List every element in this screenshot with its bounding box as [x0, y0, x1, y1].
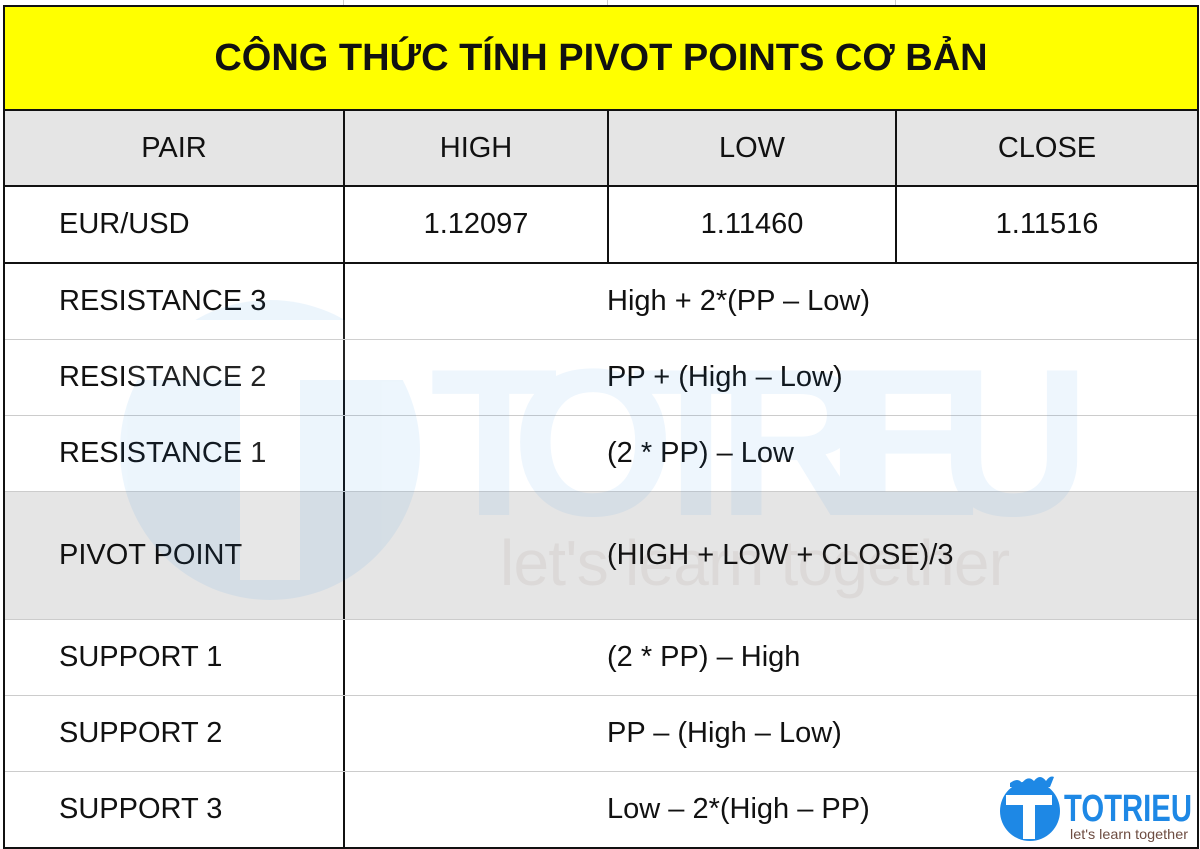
table-row: RESISTANCE 3 High + 2*(PP – Low) [5, 264, 1197, 340]
low-cell: 1.11460 [609, 187, 897, 262]
header-row: PAIR HIGH LOW CLOSE [5, 111, 1197, 187]
row-label: SUPPORT 1 [5, 620, 345, 695]
header-pair: PAIR [5, 111, 345, 185]
data-row: EUR/USD 1.12097 1.11460 1.11516 [5, 187, 1197, 264]
row-formula: PP + (High – Low) [607, 361, 843, 393]
row-label: SUPPORT 3 [5, 772, 345, 847]
table-row: RESISTANCE 2 PP + (High – Low) [5, 340, 1197, 416]
header-low: LOW [609, 111, 897, 185]
row-label: RESISTANCE 2 [5, 340, 345, 415]
svg-text:TOTRIEU: TOTRIEU [1064, 788, 1192, 830]
row-formula: Low – 2*(High – PP) [607, 793, 870, 825]
table-row: SUPPORT 2 PP – (High – Low) [5, 696, 1197, 772]
close-cell: 1.11516 [995, 208, 1099, 240]
header-high: HIGH [345, 111, 609, 185]
row-formula: (2 * PP) – Low [607, 437, 794, 469]
row-formula: (HIGH + LOW + CLOSE)/3 [607, 539, 954, 571]
svg-text:let's learn together: let's learn together [1070, 826, 1188, 842]
row-formula: (2 * PP) – High [607, 641, 801, 673]
top-gridlines [0, 0, 1200, 5]
table-row-pivot: PIVOT POINT (HIGH + LOW + CLOSE)/3 [5, 492, 1197, 620]
row-label: PIVOT POINT [5, 492, 345, 619]
row-formula: PP – (High – Low) [607, 717, 842, 749]
row-label: RESISTANCE 3 [5, 264, 345, 339]
table-row: SUPPORT 1 (2 * PP) – High [5, 620, 1197, 696]
table-row: RESISTANCE 1 (2 * PP) – Low [5, 416, 1197, 492]
row-label: SUPPORT 2 [5, 696, 345, 771]
table-title: CÔNG THỨC TÍNH PIVOT POINTS CƠ BẢN [5, 7, 1197, 111]
header-close: CLOSE [997, 131, 1097, 164]
pivot-table: CÔNG THỨC TÍNH PIVOT POINTS CƠ BẢN PAIR … [3, 5, 1199, 849]
high-cell: 1.12097 [345, 187, 609, 262]
pair-cell: EUR/USD [5, 187, 345, 262]
table-row: SUPPORT 3 Low – 2*(High – PP) [5, 772, 1197, 847]
totrieu-logo: TOTRIEU let's learn together [996, 775, 1196, 843]
row-label: RESISTANCE 1 [5, 416, 345, 491]
row-formula: High + 2*(PP – Low) [607, 285, 871, 317]
